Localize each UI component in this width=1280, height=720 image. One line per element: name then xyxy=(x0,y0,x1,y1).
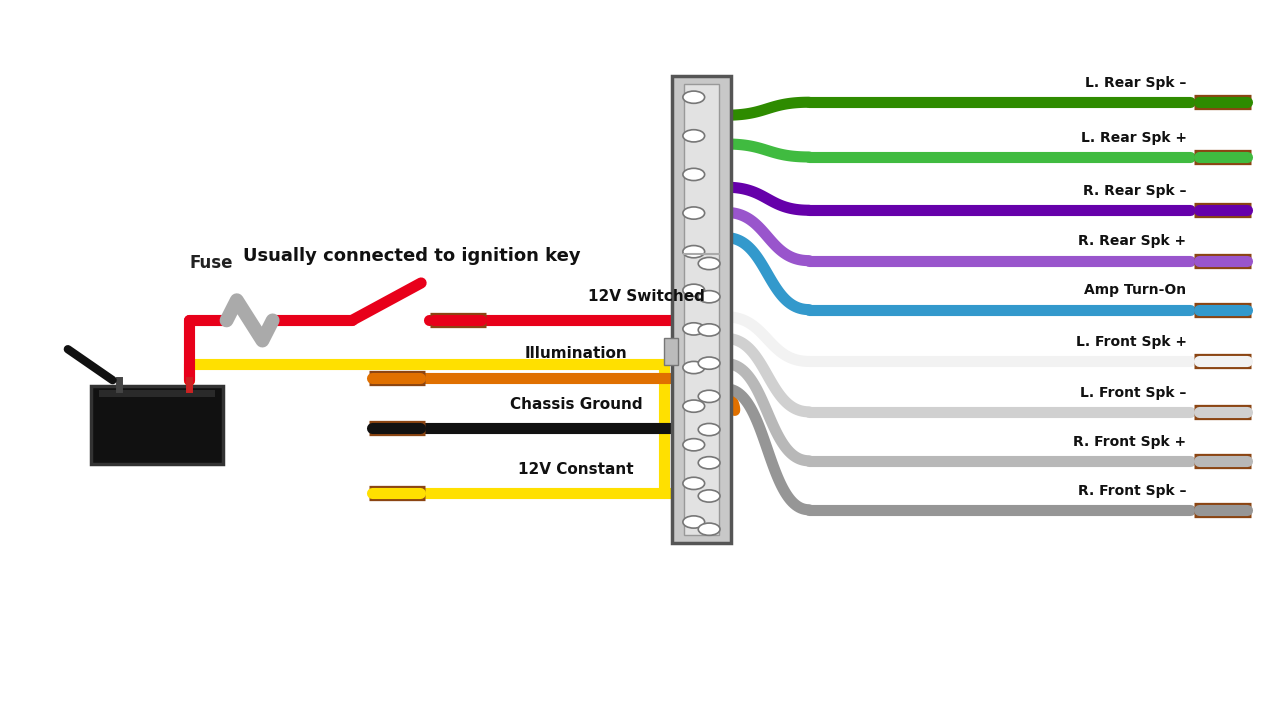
Circle shape xyxy=(684,361,704,374)
Circle shape xyxy=(699,456,721,469)
FancyBboxPatch shape xyxy=(672,76,731,543)
Text: R. Front Spk +: R. Front Spk + xyxy=(1074,435,1187,449)
Circle shape xyxy=(699,523,721,536)
Circle shape xyxy=(699,390,721,402)
Text: L. Rear Spk –: L. Rear Spk – xyxy=(1085,76,1187,90)
Text: Fuse: Fuse xyxy=(189,254,233,272)
Text: R. Rear Spk –: R. Rear Spk – xyxy=(1083,184,1187,198)
Bar xyxy=(664,338,678,365)
Bar xyxy=(684,84,719,535)
Text: 12V Constant: 12V Constant xyxy=(518,462,634,477)
Circle shape xyxy=(684,130,704,142)
Text: L. Front Spk –: L. Front Spk – xyxy=(1080,386,1187,400)
Circle shape xyxy=(684,284,704,297)
Circle shape xyxy=(684,438,704,451)
Circle shape xyxy=(684,323,704,335)
Text: Usually connected to ignition key: Usually connected to ignition key xyxy=(243,247,581,265)
Text: Amp Turn-On: Amp Turn-On xyxy=(1084,284,1187,297)
Circle shape xyxy=(699,324,721,336)
Circle shape xyxy=(684,516,704,528)
Bar xyxy=(99,390,215,397)
Text: Illumination: Illumination xyxy=(525,346,627,361)
Circle shape xyxy=(684,477,704,490)
FancyBboxPatch shape xyxy=(91,386,223,464)
Circle shape xyxy=(684,246,704,258)
Text: Chassis Ground: Chassis Ground xyxy=(509,397,643,412)
Circle shape xyxy=(684,207,704,219)
Text: R. Rear Spk +: R. Rear Spk + xyxy=(1079,235,1187,248)
Text: R. Front Spk –: R. Front Spk – xyxy=(1078,484,1187,498)
Text: L. Front Spk +: L. Front Spk + xyxy=(1075,336,1187,349)
Circle shape xyxy=(699,357,721,369)
Circle shape xyxy=(699,258,721,270)
Circle shape xyxy=(699,423,721,436)
Circle shape xyxy=(684,400,704,413)
Circle shape xyxy=(699,490,721,502)
Text: L. Rear Spk +: L. Rear Spk + xyxy=(1080,131,1187,145)
Circle shape xyxy=(684,91,704,104)
Circle shape xyxy=(699,291,721,303)
Text: 12V Switched: 12V Switched xyxy=(588,289,705,304)
Circle shape xyxy=(684,168,704,181)
